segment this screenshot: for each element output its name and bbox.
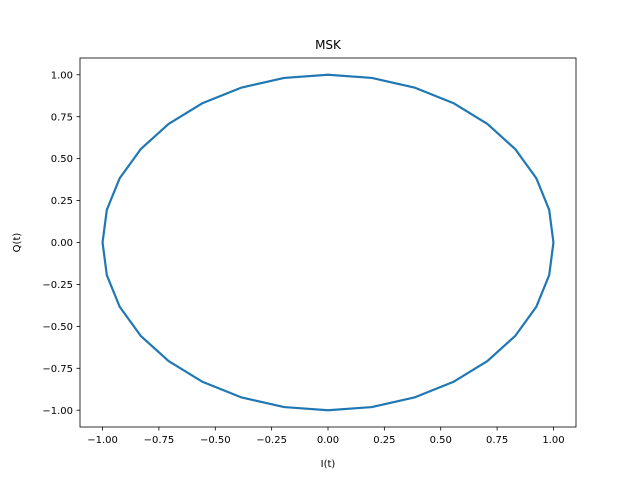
x-tick-label: −0.50 (200, 435, 231, 446)
y-axis-label: Q(t) (12, 233, 23, 253)
y-tick-label: 0.00 (51, 238, 73, 249)
x-axis-label: I(t) (321, 459, 336, 470)
chart-title: MSK (315, 38, 342, 52)
y-tick-label: −0.75 (42, 364, 73, 375)
y-tick-label: −0.50 (42, 322, 73, 333)
x-tick-label: −0.25 (256, 435, 287, 446)
x-tick-label: 0.00 (317, 435, 339, 446)
series-layer (101, 73, 555, 412)
y-tick-label: −0.25 (42, 280, 73, 291)
x-tick-label: −1.00 (87, 435, 118, 446)
y-tick-label: 0.50 (51, 154, 73, 165)
x-axis-ticks: −1.00 −0.75 −0.50 −0.25 0.00 0.25 0.50 0.75 1.00 (87, 427, 565, 446)
y-tick-label: 0.75 (51, 112, 73, 123)
x-tick-label: 1.00 (542, 435, 564, 446)
y-axis-ticks: −1.00 −0.75 −0.50 −0.25 0.00 0.25 0.50 0.75 1.00 (42, 70, 80, 417)
x-tick-label: 0.75 (486, 435, 508, 446)
y-tick-label: −1.00 (42, 406, 73, 417)
x-tick-label: −0.75 (144, 435, 175, 446)
series-line-0 (101, 73, 555, 412)
x-tick-label: 0.50 (430, 435, 452, 446)
plot-area (80, 58, 576, 427)
x-tick-label: 0.25 (373, 435, 395, 446)
y-tick-label: 1.00 (51, 70, 73, 81)
y-tick-label: 0.25 (51, 196, 73, 207)
